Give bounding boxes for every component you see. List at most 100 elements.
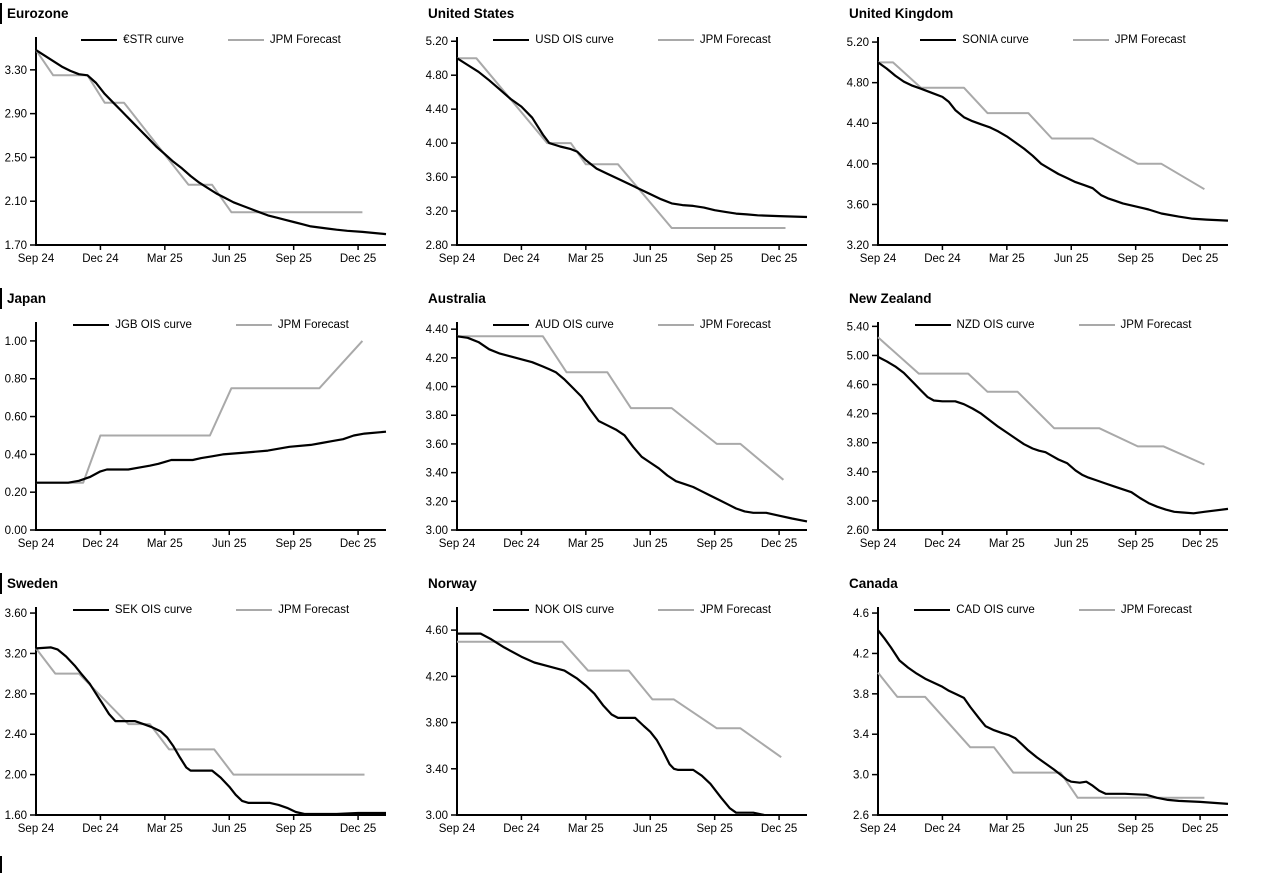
x-tick-label: Sep 24 — [439, 253, 476, 265]
section-marker-partial — [0, 856, 2, 873]
y-tick-label: 3.8 — [853, 689, 869, 701]
y-tick-label: 3.30 — [5, 65, 27, 77]
x-tick-label: Jun 25 — [212, 823, 247, 835]
chart-title: Australia — [428, 290, 486, 306]
series-line-forecast — [878, 61, 1205, 191]
x-tick-label: Dec 24 — [503, 823, 540, 835]
y-tick-label: 0.00 — [5, 525, 27, 537]
x-tick-label: Sep 25 — [1117, 823, 1153, 835]
y-tick-label: 3.20 — [847, 240, 869, 252]
x-tick-label: Mar 25 — [989, 253, 1025, 265]
plot-area: NOK OIS curve JPM Forecast 4.60 4.20 3.80 3… — [421, 595, 842, 847]
y-tick-label: 3.4 — [853, 729, 870, 741]
y-tick-label: 2.40 — [5, 729, 27, 741]
y-tick-label: 4.60 — [426, 625, 448, 637]
chart-title-row: Japan — [0, 286, 421, 310]
y-tick-label: 2.80 — [5, 689, 27, 701]
y-tick-label: 2.60 — [847, 525, 869, 537]
y-tick-label: 4.2 — [853, 648, 869, 660]
y-tick-label: 3.40 — [426, 468, 448, 480]
x-tick-label: Dec 24 — [82, 538, 119, 550]
chart-title: United States — [428, 5, 515, 21]
x-tick-label: Dec 25 — [340, 823, 376, 835]
chart-japan: Japan JGB OIS curve JPM Forecast 1.00 0.8… — [0, 285, 421, 570]
x-tick-label: Jun 25 — [633, 538, 668, 550]
x-tick-label: Dec 25 — [1182, 253, 1218, 265]
x-tick-label: Dec 24 — [82, 253, 119, 265]
series-line-ois — [35, 646, 386, 816]
x-tick-label: Sep 25 — [275, 823, 311, 835]
x-tick-label: Sep 25 — [275, 253, 311, 265]
section-marker — [0, 287, 2, 309]
y-tick-label: 4.00 — [847, 159, 869, 171]
y-tick-label: 4.20 — [847, 409, 869, 421]
y-tick-label: 3.00 — [426, 525, 448, 537]
y-tick-label: 2.50 — [5, 152, 27, 164]
y-tick-label: 3.40 — [847, 467, 869, 479]
y-tick-label: 3.00 — [426, 810, 448, 822]
y-tick-label: 4.80 — [426, 70, 448, 82]
plot-area: JGB OIS curve JPM Forecast 1.00 0.80 0.60 0… — [0, 310, 421, 562]
y-tick-label: 2.6 — [853, 810, 869, 822]
chart-australia: Australia AUD OIS curve JPM Forecast 4.4… — [421, 285, 842, 570]
chart-sweden: Sweden SEK OIS curve JPM Forecast 3.60 3.… — [0, 570, 421, 873]
chart-title-row: Sweden — [0, 571, 421, 595]
x-tick-label: Sep 24 — [18, 538, 55, 550]
x-tick-label: Dec 25 — [761, 538, 797, 550]
series-line-ois — [877, 61, 1229, 222]
section-marker — [0, 572, 2, 594]
y-tick-label: 3.20 — [426, 496, 448, 508]
x-tick-label: Sep 24 — [860, 823, 897, 835]
series-line-forecast — [457, 640, 782, 759]
x-tick-label: Jun 25 — [212, 538, 247, 550]
y-tick-label: 4.6 — [853, 608, 869, 620]
x-tick-label: Mar 25 — [989, 823, 1025, 835]
y-tick-label: 4.40 — [426, 324, 448, 336]
x-tick-label: Mar 25 — [147, 538, 183, 550]
x-tick-label: Dec 25 — [1182, 823, 1218, 835]
chart-norway: Norway NOK OIS curve JPM Forecast 4.60 4.… — [421, 570, 842, 873]
chart-title-row: New Zealand — [842, 286, 1264, 310]
chart-title-row: Canada — [842, 571, 1264, 595]
series-line-forecast — [457, 57, 786, 229]
y-tick-label: 3.20 — [426, 206, 448, 218]
x-tick-label: Dec 24 — [924, 823, 961, 835]
x-tick-label: Dec 24 — [924, 253, 961, 265]
x-tick-label: Sep 25 — [696, 538, 732, 550]
y-tick-label: 5.20 — [426, 36, 448, 48]
y-tick-label: 3.40 — [426, 764, 448, 776]
plot-area: AUD OIS curve JPM Forecast 4.40 4.20 4.00 3… — [421, 310, 842, 562]
x-tick-label: Dec 25 — [340, 538, 376, 550]
y-tick-label: 3.0 — [853, 770, 869, 782]
x-tick-label: Jun 25 — [1054, 538, 1089, 550]
x-tick-label: Sep 24 — [439, 538, 476, 550]
chart-united-states: United States USD OIS curve JPM Forecast… — [421, 0, 842, 285]
series-line-ois — [877, 355, 1229, 515]
y-tick-label: 5.40 — [847, 321, 869, 333]
x-tick-label: Sep 24 — [860, 253, 897, 265]
series-line-ois — [36, 430, 387, 484]
x-tick-label: Jun 25 — [212, 253, 247, 265]
chart-new-zealand: New Zealand NZD OIS curve JPM Forecast 5… — [842, 285, 1264, 570]
y-tick-label: 4.20 — [426, 671, 448, 683]
x-tick-label: Sep 24 — [18, 823, 55, 835]
y-tick-label: 4.40 — [847, 118, 869, 130]
y-tick-label: 1.70 — [5, 240, 27, 252]
x-tick-label: Sep 24 — [860, 538, 897, 550]
series-line-ois — [457, 632, 765, 817]
y-tick-label: 5.00 — [847, 350, 869, 362]
y-tick-label: 4.60 — [847, 380, 869, 392]
y-tick-label: 4.00 — [426, 138, 448, 150]
x-tick-label: Jun 25 — [1054, 253, 1089, 265]
x-tick-label: Sep 25 — [1117, 253, 1153, 265]
y-tick-label: 0.80 — [5, 374, 27, 386]
x-tick-label: Sep 25 — [696, 253, 732, 265]
y-tick-label: 0.40 — [5, 449, 27, 461]
y-tick-label: 3.00 — [847, 496, 869, 508]
x-tick-label: Mar 25 — [989, 538, 1025, 550]
